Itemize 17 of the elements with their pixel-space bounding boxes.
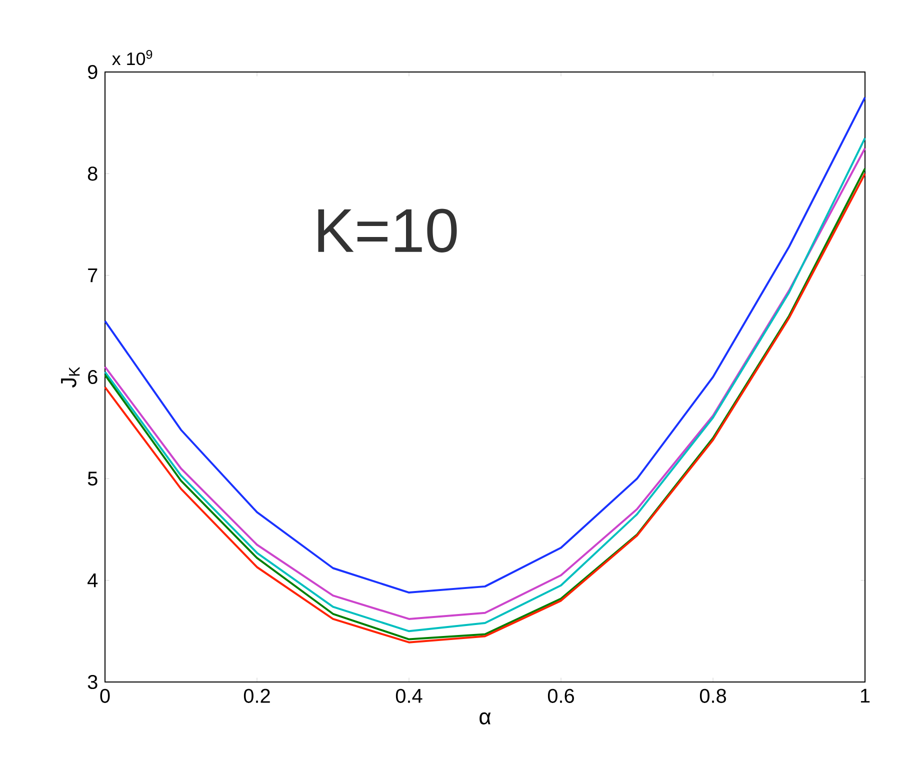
x-tick-label: 0.4 — [396, 688, 422, 703]
annotation: K=10 — [318, 208, 457, 252]
text: x 10$^{9}$ — [112, 50, 152, 66]
y-tick-label: 7 — [88, 268, 98, 282]
y-axis-title: J$_{K}$ — [61, 366, 80, 388]
y-tick-label: 5 — [88, 472, 98, 486]
x-axis-title: α — [480, 712, 491, 724]
x-tick-label: 0.6 — [548, 688, 574, 703]
y-tick-label: 4 — [88, 573, 98, 588]
x-tick-label: 0.2 — [244, 688, 270, 703]
y-tick-label: 3 — [88, 674, 98, 690]
x-tick-label: 0.8 — [700, 688, 726, 703]
y-tick-label: 9 — [88, 64, 98, 80]
x-tick-label: 0 — [100, 688, 110, 703]
x-tick-label: 1 — [860, 688, 870, 703]
y-tick-label: 6 — [88, 370, 98, 384]
y-tick-label: 8 — [88, 166, 98, 181]
